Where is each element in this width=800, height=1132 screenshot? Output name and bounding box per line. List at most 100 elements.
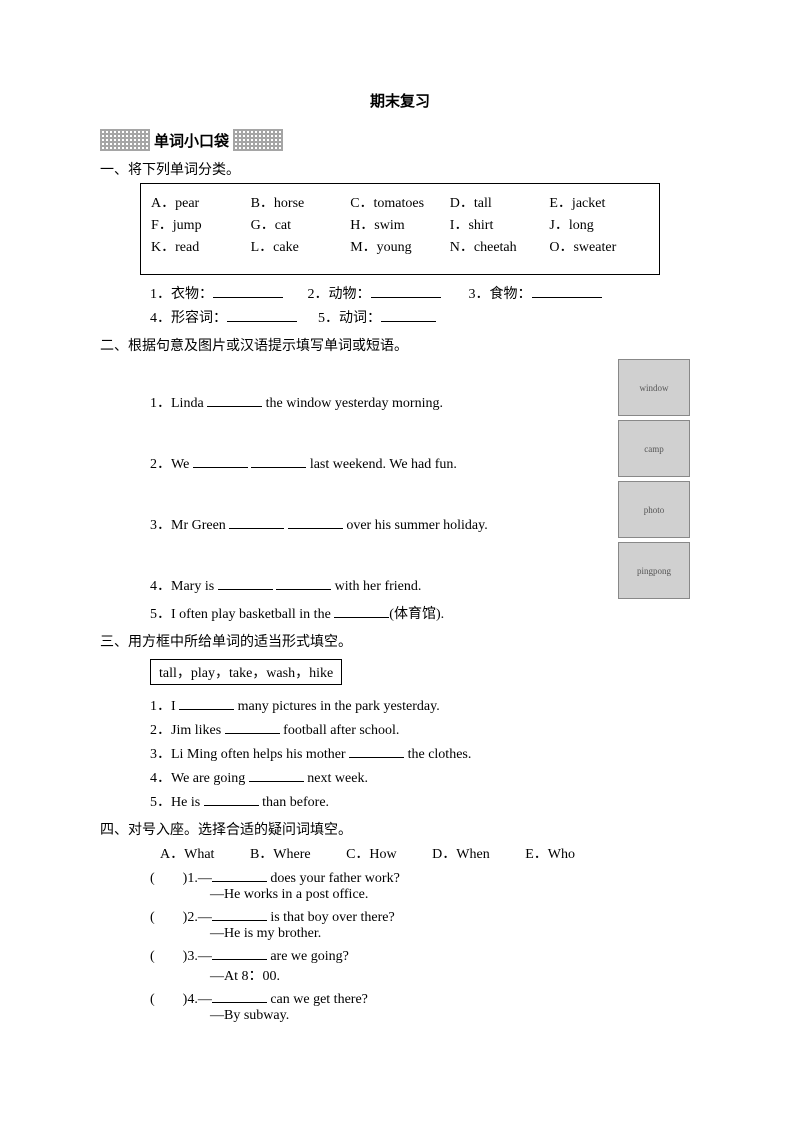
s2-q5-b: (体育馆). xyxy=(389,607,444,622)
opt-d: D．When xyxy=(432,843,490,863)
section-4-heading: 四、对号入座。选择合适的疑问词填空。 xyxy=(100,819,700,839)
blank[interactable] xyxy=(227,307,297,322)
word-k: K．read xyxy=(151,236,251,256)
blank[interactable] xyxy=(229,514,284,529)
vocab-header: 单词小口袋 xyxy=(100,129,700,151)
word-row-3: K．read L．cake M．young N．cheetah O．sweate… xyxy=(151,236,649,256)
s3-q4-b: next week. xyxy=(304,771,368,786)
s4-q4-b: can we get there? xyxy=(267,992,368,1007)
decoration-left xyxy=(100,129,150,151)
s4-q1-b: does your father work? xyxy=(267,871,400,886)
s2-q2-a: 2．We xyxy=(150,457,193,472)
word-c: C．tomatoes xyxy=(350,192,450,212)
word-m: M．young xyxy=(350,236,450,256)
blank[interactable] xyxy=(251,453,306,468)
blank[interactable] xyxy=(334,603,389,618)
s2-q4-b: with her friend. xyxy=(331,579,421,594)
blank[interactable] xyxy=(193,453,248,468)
word-forms-box: tall，play，take，wash，hike xyxy=(150,659,342,685)
s4-q2-b: is that boy over there? xyxy=(267,910,395,925)
photo-image: photo xyxy=(618,481,690,538)
section-2-heading: 二、根据句意及图片或汉语提示填写单词或短语。 xyxy=(100,335,700,355)
word-f: F．jump xyxy=(151,214,251,234)
pingpong-image: pingpong xyxy=(618,542,690,599)
s3-q3-b: the clothes. xyxy=(404,747,471,762)
s4-a2: —He is my brother. xyxy=(210,926,700,942)
blank[interactable] xyxy=(371,283,441,298)
blank[interactable] xyxy=(212,988,267,1003)
worksheet-page: 期末复习 单词小口袋 一、将下列单词分类。 A．pear B．horse C．t… xyxy=(0,0,800,1067)
s4-q2: ( )2.— is that boy over there? xyxy=(150,906,700,926)
s4-q4: ( )4.— can we get there? xyxy=(150,988,700,1008)
word-a: A．pear xyxy=(151,192,251,212)
blank[interactable] xyxy=(276,575,331,590)
word-row-1: A．pear B．horse C．tomatoes D．tall E．jacke… xyxy=(151,192,649,212)
s3-q3-a: 3．Li Ming often helps his mother xyxy=(150,747,349,762)
blank[interactable] xyxy=(218,575,273,590)
cat-3-label: 3．食物： xyxy=(469,287,532,302)
s2-q5-a: 5．I often play basketball in the xyxy=(150,607,334,622)
s3-q1: 1．I many pictures in the park yesterday. xyxy=(150,695,700,715)
s4-q4-a[interactable]: ( )4.— xyxy=(150,992,212,1007)
page-title: 期末复习 xyxy=(100,90,700,111)
word-n: N．cheetah xyxy=(450,236,550,256)
word-d: D．tall xyxy=(450,192,550,212)
s2-q4-a: 4．Mary is xyxy=(150,579,218,594)
s2-q3-a: 3．Mr Green xyxy=(150,518,229,533)
word-o: O．sweater xyxy=(549,236,649,256)
category-row-1: 1．衣物： 2．动物： 3．食物： xyxy=(150,283,700,303)
blank[interactable] xyxy=(225,719,280,734)
s3-q4: 4．We are going next week. xyxy=(150,767,700,787)
blank[interactable] xyxy=(212,906,267,921)
s2-q2: 2．We last weekend. We had fun. camp xyxy=(150,420,700,477)
blank[interactable] xyxy=(381,307,436,322)
blank[interactable] xyxy=(349,743,404,758)
s4-q3: ( )3.— are we going? xyxy=(150,945,700,965)
word-l: L．cake xyxy=(251,236,351,256)
s3-q2-a: 2．Jim likes xyxy=(150,723,225,738)
blank[interactable] xyxy=(179,695,234,710)
opt-b: B．Where xyxy=(250,843,311,863)
s2-q1: 1．Linda the window yesterday morning. wi… xyxy=(150,359,700,416)
opt-c: C．How xyxy=(346,843,397,863)
blank[interactable] xyxy=(212,867,267,882)
s3-q5-a: 5．He is xyxy=(150,795,204,810)
category-row-2: 4．形容词： 5．动词： xyxy=(150,307,700,327)
cat-4-label: 4．形容词： xyxy=(150,311,227,326)
s2-q3-b: over his summer holiday. xyxy=(343,518,488,533)
s4-q1-a[interactable]: ( )1.— xyxy=(150,871,212,886)
cat-5-label: 5．动词： xyxy=(318,311,381,326)
blank[interactable] xyxy=(288,514,343,529)
s4-a3: —At 8：00. xyxy=(210,965,700,985)
blank[interactable] xyxy=(213,283,283,298)
word-j: J．long xyxy=(549,214,649,234)
s2-q5: 5．I often play basketball in the (体育馆). xyxy=(150,603,700,623)
s3-q1-b: many pictures in the park yesterday. xyxy=(234,699,440,714)
s2-q2-b: last weekend. We had fun. xyxy=(306,457,457,472)
s4-q3-a[interactable]: ( )3.— xyxy=(150,949,212,964)
section-1-heading: 一、将下列单词分类。 xyxy=(100,159,700,179)
blank[interactable] xyxy=(249,767,304,782)
s2-q4: 4．Mary is with her friend. pingpong xyxy=(150,542,700,599)
camp-image: camp xyxy=(618,420,690,477)
word-g: G．cat xyxy=(251,214,351,234)
s3-q3: 3．Li Ming often helps his mother the clo… xyxy=(150,743,700,763)
s4-q2-a[interactable]: ( )2.— xyxy=(150,910,212,925)
s2-q3: 3．Mr Green over his summer holiday. phot… xyxy=(150,481,700,538)
s4-a1: —He works in a post office. xyxy=(210,887,700,903)
opt-a: A．What xyxy=(160,843,214,863)
word-b: B．horse xyxy=(251,192,351,212)
blank[interactable] xyxy=(204,791,259,806)
blank[interactable] xyxy=(212,945,267,960)
cat-2-label: 2．动物： xyxy=(308,287,371,302)
blank[interactable] xyxy=(532,283,602,298)
section-3-heading: 三、用方框中所给单词的适当形式填空。 xyxy=(100,631,700,651)
word-row-2: F．jump G．cat H．swim I．shirt J．long xyxy=(151,214,649,234)
s2-q1-b: the window yesterday morning. xyxy=(262,396,443,411)
opt-e: E．Who xyxy=(525,843,575,863)
blank[interactable] xyxy=(207,392,262,407)
window-image: window xyxy=(618,359,690,416)
word-box: A．pear B．horse C．tomatoes D．tall E．jacke… xyxy=(140,183,660,275)
s4-options: A．What B．Where C．How D．When E．Who xyxy=(160,843,700,863)
vocab-header-text: 单词小口袋 xyxy=(154,130,229,151)
